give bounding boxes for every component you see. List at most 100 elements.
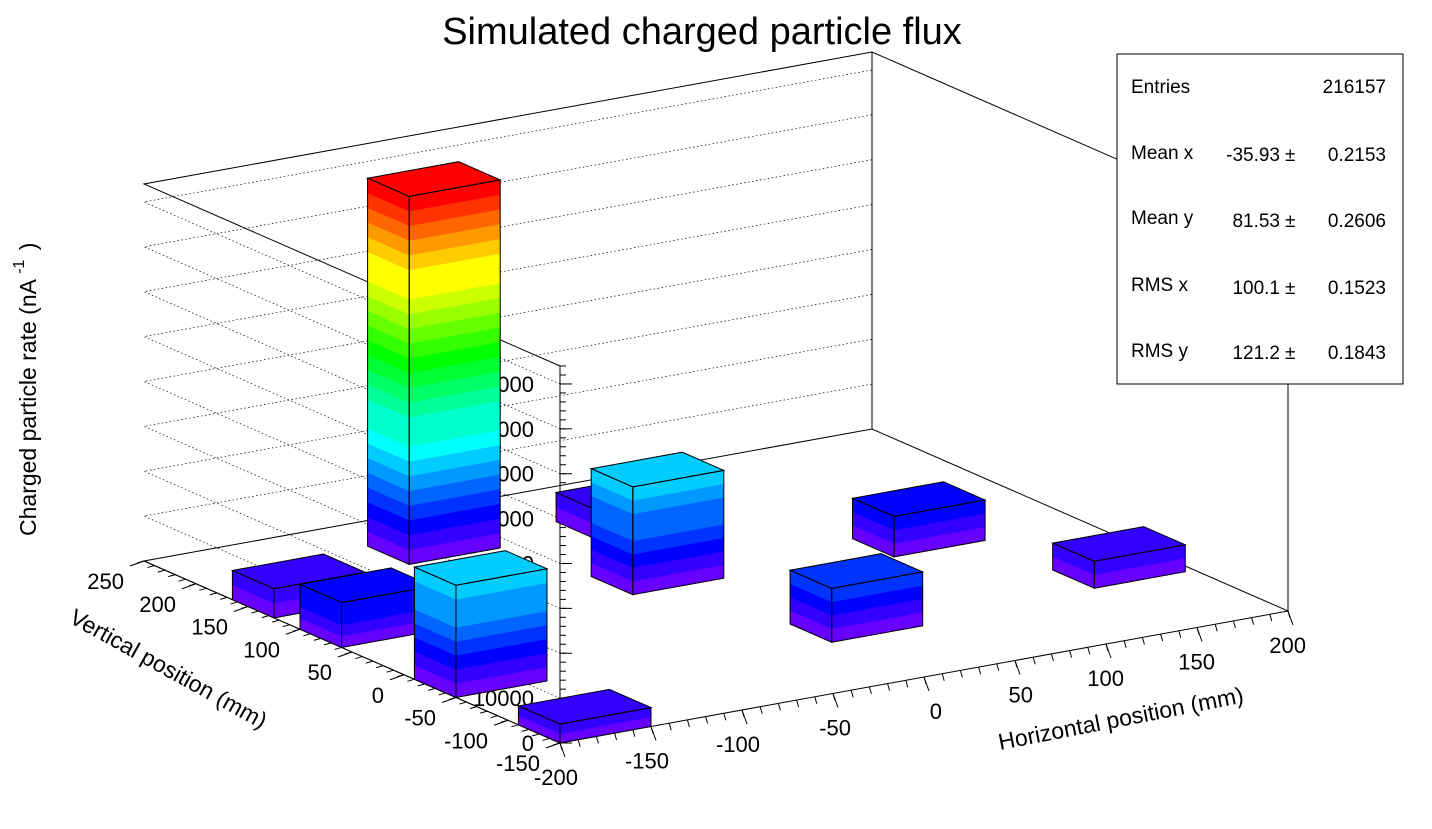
bar-side-outline xyxy=(413,566,457,699)
x-minor-tick xyxy=(1014,660,1018,668)
x-minor-tick xyxy=(796,699,800,708)
y-minor-tick xyxy=(500,719,509,723)
x-tick-label: -100 xyxy=(716,732,760,757)
stats-rms-x-error: 0.1523 xyxy=(1328,278,1386,299)
y-minor-tick xyxy=(199,587,207,591)
bar-side-outline xyxy=(590,467,634,596)
y-minor-tick xyxy=(417,683,425,687)
y-minor-tick xyxy=(542,737,550,741)
y-minor-tick xyxy=(459,701,467,705)
x-tick-label: 200 xyxy=(1269,633,1306,658)
y-minor-tick xyxy=(355,656,363,660)
x-minor-tick xyxy=(959,670,963,678)
x-minor-tick xyxy=(887,683,891,691)
y-minor-tick xyxy=(282,624,290,628)
y-minor-tick xyxy=(240,606,249,609)
wall-top-edge xyxy=(142,51,1289,367)
x-minor-tick xyxy=(777,703,781,711)
x-tick-label: 150 xyxy=(1178,650,1215,675)
y-minor-tick xyxy=(365,660,373,664)
stats-mean-y-value: 81.53 xyxy=(1232,211,1280,232)
lego-bar xyxy=(365,161,502,566)
x-minor-tick xyxy=(1160,633,1164,642)
y-tick-label: -50 xyxy=(404,706,436,731)
x-minor-tick xyxy=(1087,647,1091,655)
x-minor-tick xyxy=(723,713,727,721)
y-minor-tick xyxy=(313,637,321,641)
stats-rms-y-pm: ± xyxy=(1285,343,1295,364)
x-minor-tick xyxy=(1214,624,1218,632)
stats-rms-y-label: RMS y xyxy=(1131,341,1189,362)
x-minor-tick xyxy=(941,673,945,681)
y-tick-label: 200 xyxy=(139,592,176,617)
y-minor-tick xyxy=(303,633,311,637)
z-axis-title-close: ) xyxy=(15,243,41,251)
z-axis-title-superscript: -1 xyxy=(11,260,28,274)
y-minor-tick xyxy=(251,610,259,614)
x-tick-label: 100 xyxy=(1087,666,1124,691)
y-minor-tick xyxy=(230,601,238,605)
y-minor-tick xyxy=(292,628,301,632)
y-minor-tick xyxy=(532,733,540,737)
bar-side-outline xyxy=(367,177,410,566)
x-minor-tick xyxy=(1141,637,1145,645)
x-minor-tick xyxy=(1050,653,1054,662)
x-tick-label: 0 xyxy=(930,699,942,724)
stats-rms-x-value: 100.1 xyxy=(1232,278,1280,299)
x-tick-label: 50 xyxy=(1009,683,1033,708)
y-tick-label: -100 xyxy=(444,728,488,753)
z-axis-title-main: Charged particle rate (nA xyxy=(15,278,41,536)
x-minor-tick xyxy=(1196,627,1200,635)
stats-entries-value: 216157 xyxy=(1323,77,1386,98)
x-axis-title: Horizontal position (mm) xyxy=(996,682,1246,755)
stats-mean-y-pm: ± xyxy=(1285,211,1295,232)
y-tick-label: 150 xyxy=(191,615,228,640)
stats-rms-x-label: RMS x xyxy=(1131,275,1189,296)
stats-mean-y-error: 0.2606 xyxy=(1328,211,1386,232)
lego-bar xyxy=(589,451,726,596)
lego-bar xyxy=(788,553,925,644)
y-minor-tick xyxy=(552,742,561,746)
x-minor-tick xyxy=(741,709,745,718)
x-minor-tick xyxy=(1178,630,1182,638)
x-tick-label: -50 xyxy=(819,716,851,741)
y-minor-tick xyxy=(178,578,186,582)
y-minor-tick xyxy=(448,697,457,700)
x-minor-tick xyxy=(923,676,927,685)
x-minor-tick xyxy=(577,739,581,747)
y-axis-ticks: -150 -100 -50 0 50 100 150 200 250 xyxy=(87,560,561,776)
x-minor-tick xyxy=(832,693,836,701)
y-minor-tick xyxy=(209,592,217,596)
x-minor-tick xyxy=(650,726,654,734)
x-minor-tick xyxy=(996,663,1000,671)
y-minor-tick xyxy=(188,583,197,587)
y-axis-title: Vertical position (mm) xyxy=(66,604,272,734)
y-minor-tick xyxy=(261,615,269,619)
x-minor-tick xyxy=(814,696,818,704)
x-tick-label: -150 xyxy=(625,749,669,774)
lego-bar xyxy=(1050,526,1188,589)
y-minor-tick xyxy=(396,674,405,678)
z-axis-title: Charged particle rate (nA -1 ) xyxy=(3,243,41,536)
x-minor-tick xyxy=(850,690,854,698)
x-tick-label: -200 xyxy=(534,765,578,790)
stats-box: Entries 216157 Mean x -35.93 ± 0.2153 Me… xyxy=(1116,53,1404,385)
y-tick-label: 250 xyxy=(87,569,124,594)
stats-mean-x-label: Mean x xyxy=(1131,143,1194,164)
bar-side-outline xyxy=(231,569,275,619)
y-minor-tick xyxy=(334,646,342,650)
bar-side-outline xyxy=(299,583,343,649)
stats-mean-x-value: -35.93 xyxy=(1226,145,1280,166)
y-minor-tick xyxy=(511,724,519,728)
x-minor-tick xyxy=(1069,650,1073,658)
y-minor-tick xyxy=(344,651,353,655)
y-tick-label: -150 xyxy=(496,751,540,776)
x-axis-ticks: -200 -150 -100 -50 0 50 100 150 200 xyxy=(534,610,1306,790)
y-minor-tick xyxy=(438,692,446,696)
stats-rms-y-value: 121.2 xyxy=(1232,343,1280,364)
svg-text:Charged particle rate (nA: Charged particle rate (nA -1 ) xyxy=(3,243,41,536)
y-minor-tick xyxy=(376,665,384,669)
y-tick-label: 0 xyxy=(372,683,384,708)
y-minor-tick xyxy=(220,596,228,600)
